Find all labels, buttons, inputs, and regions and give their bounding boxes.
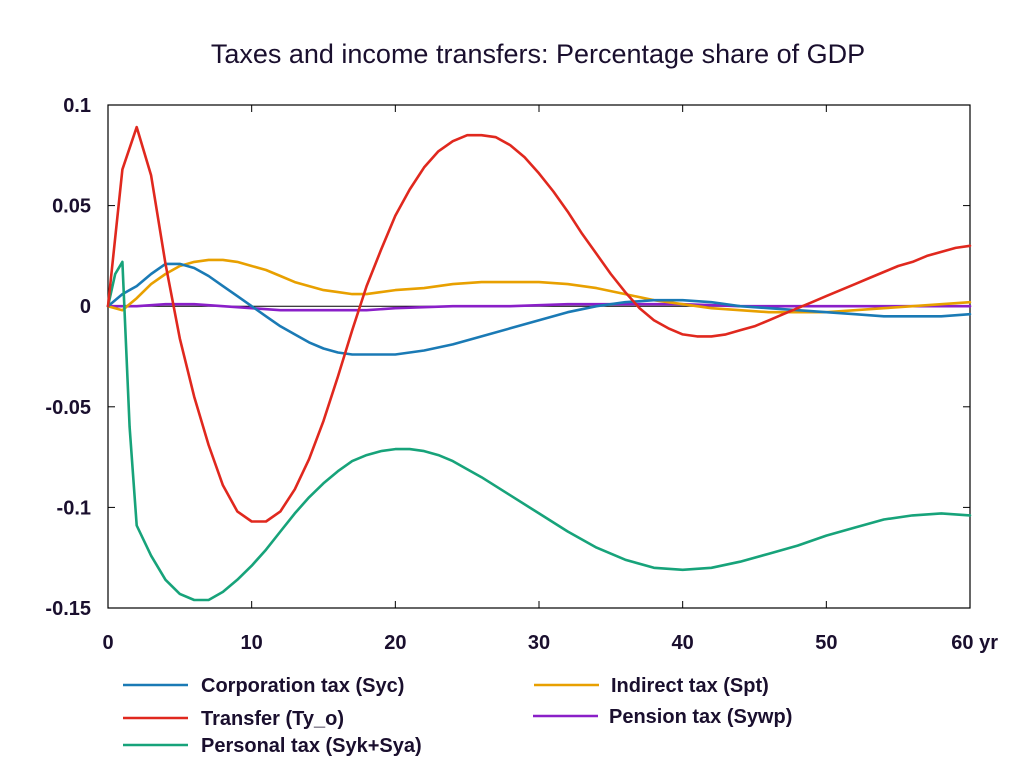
series-line-corporation (106, 262, 972, 356)
y-tick-label: 0 (80, 296, 91, 318)
x-tick-label: 40 (672, 632, 694, 654)
x-tick-label: 60 yr (951, 632, 998, 654)
x-tick-label: 20 (384, 632, 406, 654)
series-layer (106, 125, 972, 602)
chart-title: Taxes and income transfers: Percentage s… (211, 39, 865, 69)
y-tick-label: -0.05 (45, 397, 91, 419)
legend-label: Personal tax (Syk+Sya) (201, 735, 422, 757)
legend: Corporation tax (Syc) Indirect tax (Spt) T… (123, 675, 792, 757)
series-line-indirect (106, 258, 972, 314)
legend-label: Indirect tax (Spt) (611, 675, 769, 697)
series-line-pension (106, 302, 972, 312)
axis-ticks: 0.1 0.05 0 -0.05 -0.1 -0.15 0 10 20 30 40 50 60 yr (45, 95, 998, 654)
legend-label: Corporation tax (Syc) (201, 675, 404, 697)
y-tick-label: 0.05 (52, 196, 91, 218)
series-line-personal (106, 260, 972, 602)
legend-label: Transfer (Ty_o) (201, 708, 344, 730)
x-tick-label: 30 (528, 632, 550, 654)
legend-label: Pension tax (Sywp) (609, 706, 792, 728)
series-line-transfer (106, 125, 972, 523)
y-tick-label: 0.1 (63, 95, 91, 117)
y-tick-label: -0.1 (57, 497, 91, 519)
y-tick-label: -0.15 (45, 598, 91, 620)
x-tick-label: 0 (102, 632, 113, 654)
x-tick-label: 50 (815, 632, 837, 654)
x-tick-label: 10 (241, 632, 263, 654)
